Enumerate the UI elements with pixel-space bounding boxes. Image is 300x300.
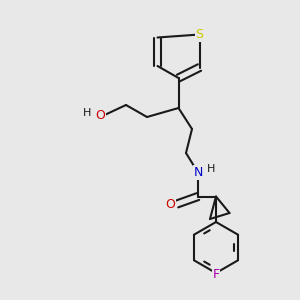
Text: H: H (83, 108, 91, 118)
Text: N: N (193, 166, 203, 179)
Text: F: F (212, 268, 220, 281)
Text: S: S (196, 28, 203, 41)
Text: O: O (166, 197, 176, 211)
Text: O: O (95, 109, 105, 122)
Text: H: H (207, 164, 216, 175)
